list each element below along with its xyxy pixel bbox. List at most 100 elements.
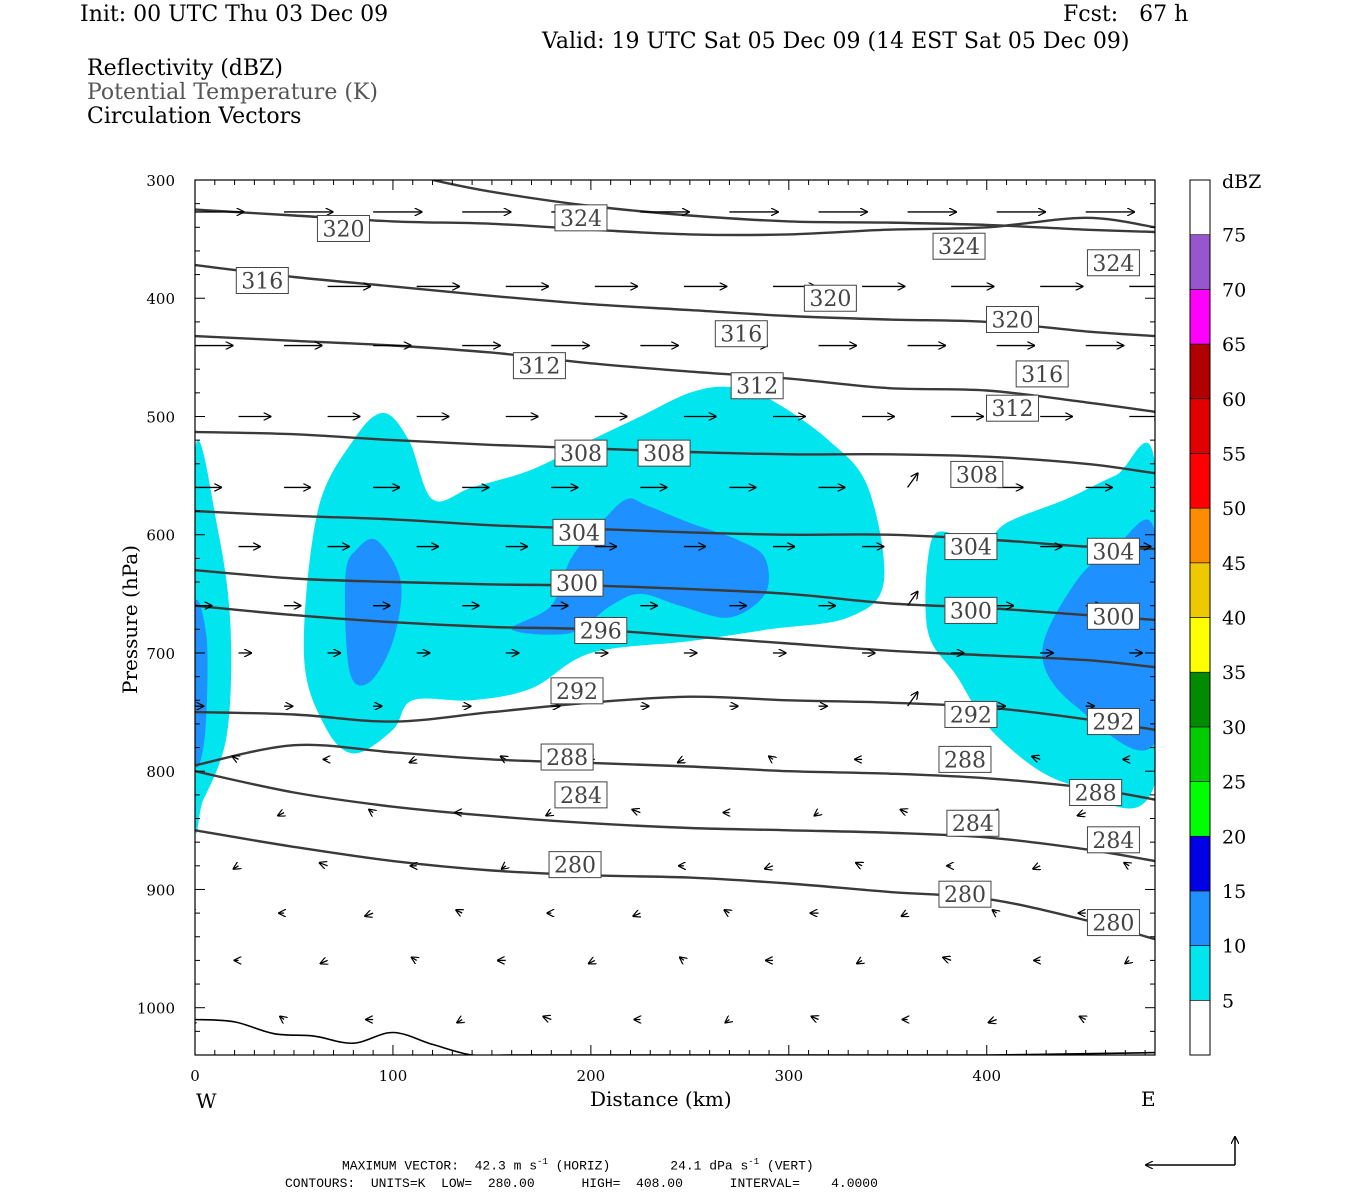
colorbar-label-50: 50 <box>1222 498 1246 520</box>
contour-label-300: 300 <box>550 569 604 597</box>
colorbar-bin-45 <box>1189 507 1211 564</box>
field-circulation-vectors: Circulation Vectors <box>87 104 302 129</box>
colorbar-label-25: 25 <box>1222 772 1246 794</box>
contour-label-box <box>554 439 608 467</box>
contour-label-box <box>944 533 998 561</box>
contour-label-320: 320 <box>316 214 370 242</box>
contour-label-280: 280 <box>1086 909 1140 937</box>
y-tick-label: 300 <box>146 172 175 190</box>
circulation-vector <box>234 866 239 869</box>
circulation-vector <box>856 863 862 866</box>
contour-label-text: 284 <box>952 812 994 837</box>
colorbar-bin-15 <box>1189 835 1211 892</box>
circulation-vector <box>1032 756 1041 759</box>
contour-label-text: 292 <box>556 680 598 705</box>
valid-time: Valid: 19 UTC Sat 05 Dec 09 (14 EST Sat … <box>542 29 1130 54</box>
contour-label-284: 284 <box>946 809 1000 837</box>
contour-label-316: 316 <box>1015 360 1069 388</box>
contour-label-text: 288 <box>1075 782 1117 807</box>
circulation-vector <box>943 957 952 960</box>
colorbar-bin-30 <box>1189 671 1211 728</box>
contour-label-box <box>1069 779 1123 806</box>
circulation-vector <box>280 1017 284 1020</box>
east-label: E <box>1141 1087 1156 1111</box>
colorbar-bin-below-5 <box>1189 1000 1211 1056</box>
reflectivity-region-10dbz <box>195 599 208 768</box>
contour-label-296: 296 <box>574 617 628 645</box>
contour-label-box <box>316 214 370 242</box>
contour-label-box <box>1086 602 1140 630</box>
contour-label-box <box>944 596 998 624</box>
y-tick-label: 400 <box>146 290 175 308</box>
circulation-vector <box>546 813 551 816</box>
circulation-vector <box>724 910 729 913</box>
circulation-vector <box>321 960 328 963</box>
colorbar-label-45: 45 <box>1222 553 1246 575</box>
contour-label-text: 308 <box>956 463 998 488</box>
colorbar-label-40: 40 <box>1222 608 1246 630</box>
circulation-vector <box>189 1020 195 1023</box>
colorbar-label-70: 70 <box>1222 279 1246 301</box>
colorbar-bin-40 <box>1189 562 1211 618</box>
contour-label-box <box>637 439 691 467</box>
contour-label-316: 316 <box>714 320 768 348</box>
contour-label-text: 292 <box>1092 711 1134 736</box>
contour-label-text: 280 <box>554 854 596 879</box>
circulation-vector <box>812 1017 819 1020</box>
contour-label-box <box>548 851 602 879</box>
colorbar-label-55: 55 <box>1222 443 1246 465</box>
contour-label-box <box>950 460 1004 488</box>
contour-label-280: 280 <box>938 880 992 908</box>
colorbar-label-30: 30 <box>1222 717 1246 739</box>
contour-label-312: 312 <box>512 352 566 380</box>
theta-contour-324 <box>432 180 1155 234</box>
contour-label-box <box>574 617 628 645</box>
contour-label-text: 324 <box>938 235 980 260</box>
contour-label-text: 280 <box>944 883 986 908</box>
colorbar-label-60: 60 <box>1222 389 1246 411</box>
footer-max-vector: MAXIMUM VECTOR: 42.3 m s-1 (HORIZ) 24.1 d… <box>342 1157 814 1174</box>
contour-label-316: 316 <box>235 267 289 295</box>
contour-label-300: 300 <box>1086 602 1140 630</box>
colorbar-label-35: 35 <box>1222 662 1246 684</box>
x-tick-label: 100 <box>379 1067 408 1085</box>
contour-label-292: 292 <box>550 677 604 705</box>
contour-label-text: 292 <box>950 703 992 728</box>
y-tick-label: 1000 <box>137 1000 175 1018</box>
colorbar-title: dBZ <box>1222 171 1261 193</box>
field-reflectivity: Reflectivity (dBZ) <box>87 56 283 81</box>
contour-label-text: 284 <box>560 784 602 809</box>
contour-label-box <box>1086 909 1140 937</box>
contour-label-text: 304 <box>950 536 992 561</box>
contour-label-320: 320 <box>803 284 857 312</box>
circulation-vector <box>410 759 417 762</box>
contour-label-text: 304 <box>1092 540 1134 565</box>
x-tick-label: 300 <box>774 1067 803 1085</box>
contour-label-280: 280 <box>548 851 602 879</box>
contour-label-text: 296 <box>580 620 622 645</box>
circulation-vector <box>456 910 462 913</box>
circulation-vector <box>1033 866 1040 869</box>
circulation-vector <box>993 910 997 913</box>
colorbar-bin-55 <box>1189 398 1211 454</box>
contour-label-308: 308 <box>950 460 1004 488</box>
colorbar-label-15: 15 <box>1222 881 1246 903</box>
contour-label-box <box>985 306 1039 334</box>
x-tick-label: 400 <box>972 1067 1001 1085</box>
contour-label-text: 280 <box>1092 912 1134 937</box>
theta-contour-304 <box>195 509 1155 551</box>
contour-label-304: 304 <box>1086 537 1140 565</box>
y-tick-label: 500 <box>146 408 175 426</box>
west-label: W <box>196 1089 217 1113</box>
contour-label-324: 324 <box>554 204 608 232</box>
contour-label-text: 312 <box>736 375 778 400</box>
theta-contour-312 <box>195 334 1155 413</box>
circulation-vector <box>678 759 684 762</box>
colorbar-bin-65 <box>1189 289 1211 345</box>
contour-label-300: 300 <box>944 596 998 624</box>
contour-label-box <box>1086 249 1140 277</box>
contour-label-288: 288 <box>1069 779 1123 807</box>
circulation-vector <box>907 473 918 488</box>
colorbar-label-5: 5 <box>1222 990 1234 1012</box>
circulation-vector <box>502 866 506 869</box>
